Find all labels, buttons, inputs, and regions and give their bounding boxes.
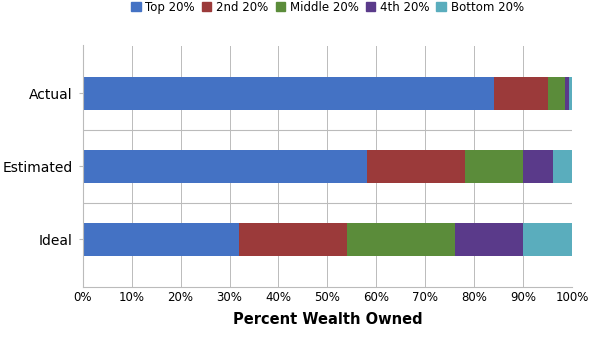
- Legend: Top 20%, 2nd 20%, Middle 20%, 4th 20%, Bottom 20%: Top 20%, 2nd 20%, Middle 20%, 4th 20%, B…: [129, 0, 526, 16]
- Bar: [523, 150, 553, 183]
- Bar: [83, 223, 240, 256]
- Bar: [455, 223, 523, 256]
- Bar: [565, 77, 569, 110]
- Bar: [83, 150, 366, 183]
- Bar: [569, 77, 572, 110]
- Bar: [83, 77, 494, 110]
- Bar: [548, 77, 565, 110]
- Bar: [366, 150, 464, 183]
- Bar: [494, 77, 548, 110]
- X-axis label: Percent Wealth Owned: Percent Wealth Owned: [232, 313, 422, 328]
- Bar: [553, 150, 572, 183]
- Bar: [464, 150, 523, 183]
- Bar: [523, 223, 572, 256]
- Bar: [240, 223, 347, 256]
- Bar: [347, 223, 455, 256]
